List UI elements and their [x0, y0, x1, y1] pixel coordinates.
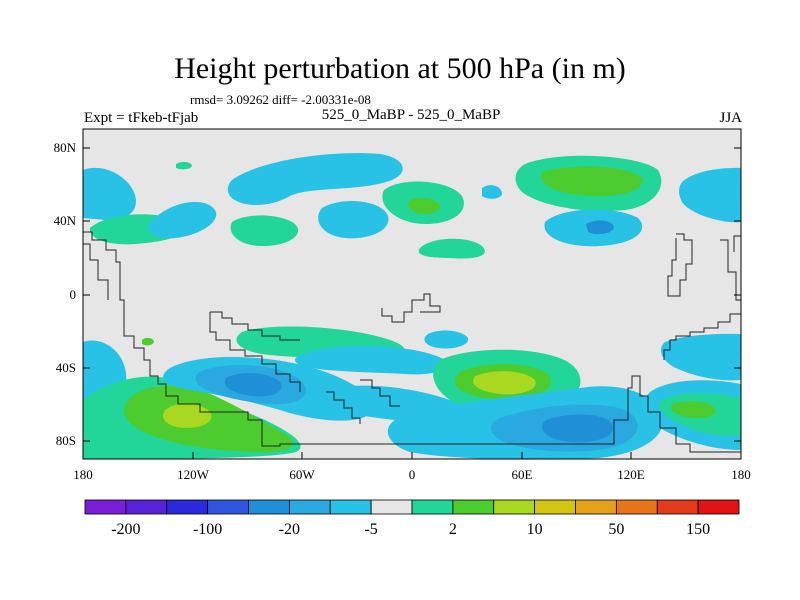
contour-region	[586, 220, 614, 235]
x-tick-label: 180	[73, 467, 93, 482]
experiment-label: Expt = tFkeb-tFjab	[84, 110, 199, 126]
colorbar-swatch	[575, 499, 617, 515]
colorbar-swatch	[411, 499, 454, 515]
x-axis-ticks	[82, 452, 742, 459]
colorbar-swatch	[697, 499, 740, 515]
colorbar-swatch	[534, 499, 576, 515]
contour-region	[473, 371, 536, 395]
stats-label: rmsd= 3.09262 diff= -2.00331e-08	[190, 92, 371, 107]
colorbar-label: 2	[449, 521, 457, 538]
colorbar-swatch	[84, 499, 127, 515]
x-tick-label: 180	[731, 467, 751, 482]
y-axis-labels: 80N 40N 0 40S 80S	[54, 140, 77, 448]
x-tick-label: 120W	[177, 467, 210, 482]
x-tick-label: 60E	[512, 467, 533, 482]
colorbar-swatch	[166, 499, 209, 515]
contour-region	[148, 201, 217, 239]
colorbar-label: 50	[608, 521, 624, 538]
colorbar-label: -100	[193, 521, 222, 538]
colorbar-label: -20	[279, 521, 300, 538]
contour-region	[540, 166, 643, 197]
colorbar-swatch	[615, 499, 658, 515]
colorbar-swatch	[370, 499, 413, 515]
contour-region	[230, 215, 299, 246]
contour-region	[407, 198, 440, 214]
colorbar-swatch	[125, 499, 168, 515]
colorbar-swatch	[656, 499, 699, 515]
contour-region	[679, 167, 741, 223]
colorbar-swatch	[207, 499, 249, 515]
colorbar-swatch	[248, 499, 290, 515]
contour-region	[424, 330, 469, 349]
colorbar-label: -200	[111, 521, 140, 538]
y-tick-label: 80N	[54, 140, 77, 155]
contour-region	[295, 345, 448, 375]
colorbar-label: 150	[686, 521, 710, 538]
contour-region	[224, 373, 282, 397]
season-label: JJA	[719, 110, 742, 126]
contour-region	[660, 333, 741, 381]
x-tick-label: 0	[409, 467, 416, 482]
colorbar-swatch	[452, 499, 495, 515]
colorbar-label: 10	[527, 521, 543, 538]
colorbar	[84, 499, 740, 515]
experiment-name-label: 525_0_MaBP - 525_0_MaBP	[321, 107, 501, 123]
contour-region	[142, 337, 154, 346]
contour-region	[176, 161, 192, 170]
y-tick-label: 0	[70, 287, 77, 302]
y-tick-label: 40N	[54, 213, 77, 228]
map-title: Height perturbation at 500 hPa (in m)	[174, 52, 626, 85]
colorbar-swatch	[329, 499, 372, 515]
x-axis-labels: 180 120W 60W 0 60E 120E 180	[73, 467, 751, 482]
y-tick-label: 40S	[56, 360, 76, 375]
contour-region	[482, 185, 502, 199]
y-tick-label: 80S	[56, 433, 76, 448]
x-tick-label: 120E	[617, 467, 645, 482]
contour-region	[418, 238, 485, 259]
contour-region	[162, 403, 212, 428]
contour-region	[227, 153, 403, 206]
colorbar-labels: -200 -100 -20 -5 2 10 50 150	[111, 521, 710, 538]
contour-region	[318, 201, 389, 239]
colorbar-swatch	[493, 499, 536, 515]
y-axis-ticks	[83, 147, 741, 442]
contour-region	[542, 414, 613, 443]
x-tick-label: 60W	[289, 467, 315, 482]
contour-region	[83, 167, 136, 221]
colorbar-label: -5	[364, 521, 377, 538]
colorbar-swatch	[288, 499, 331, 515]
contour-fields	[83, 153, 741, 459]
coastline	[83, 231, 741, 453]
contour-region	[670, 401, 716, 418]
